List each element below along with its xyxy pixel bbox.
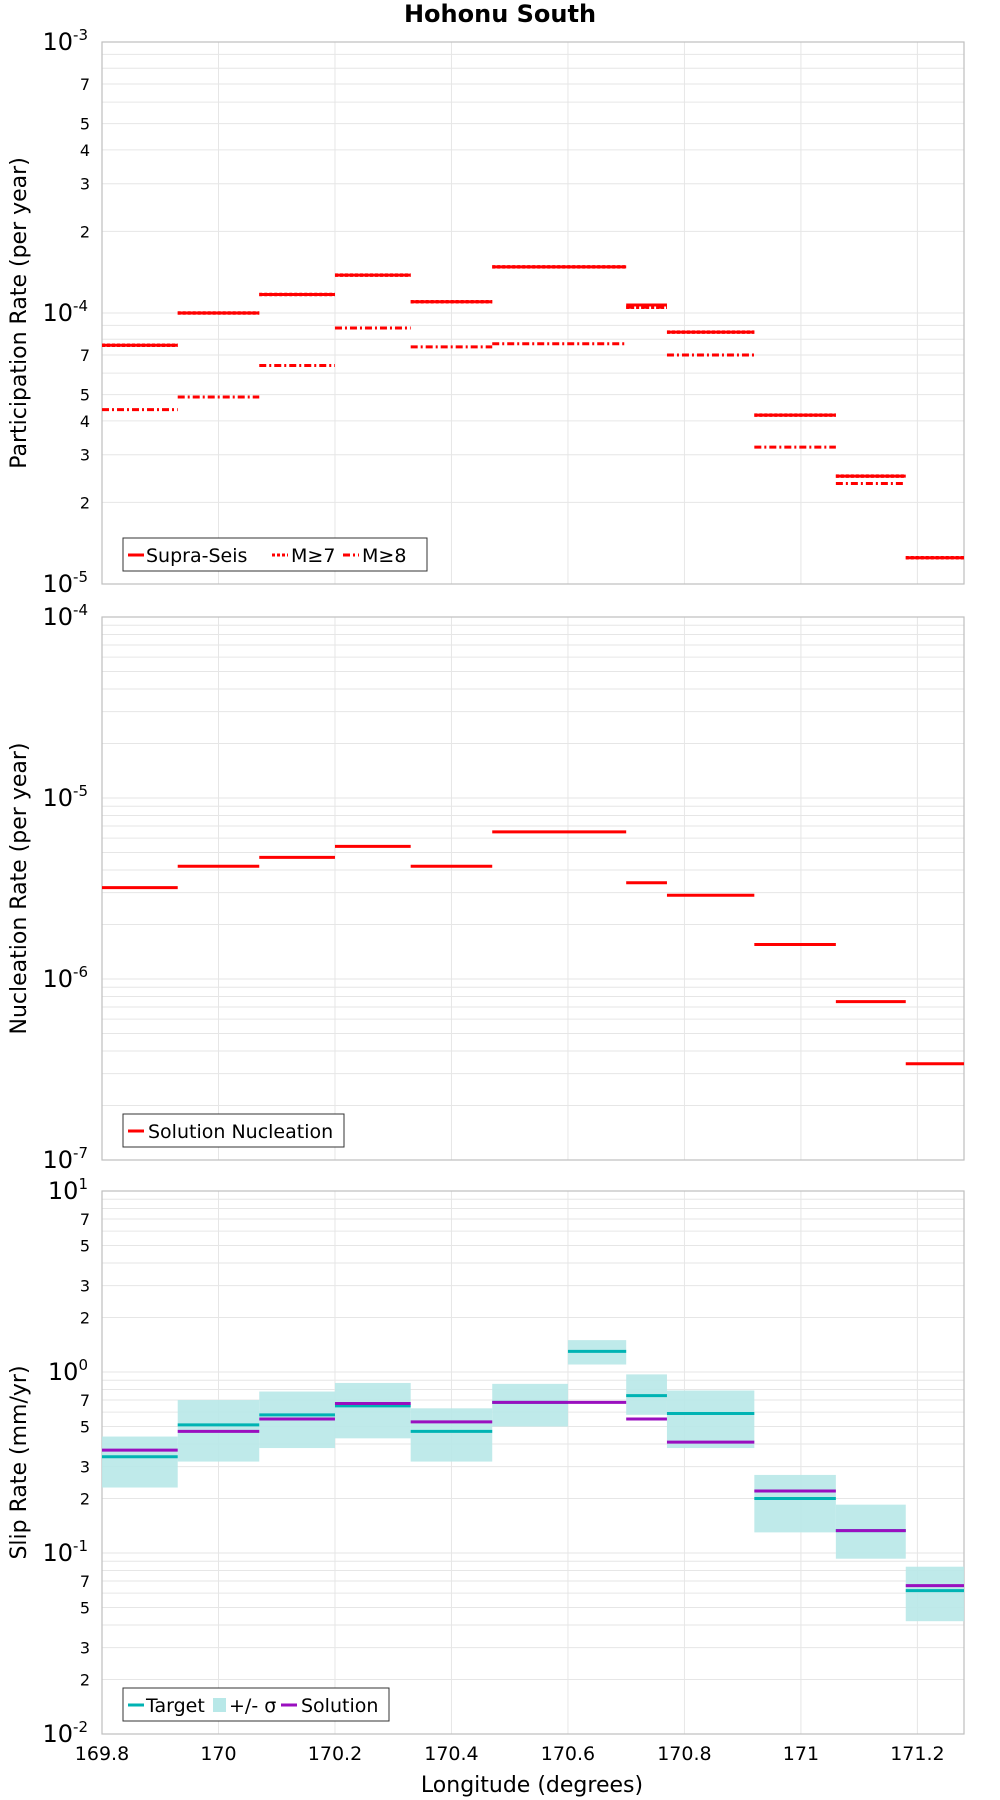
y-minor-tick-label: 5 xyxy=(80,386,90,405)
sigma-band xyxy=(666,1390,755,1449)
sigma-band xyxy=(334,1382,411,1439)
y-minor-tick-label: 5 xyxy=(80,1236,90,1255)
legend-swatch xyxy=(213,1698,226,1712)
y-tick-label: 10-5 xyxy=(42,568,88,598)
legend-box xyxy=(122,1113,345,1148)
x-tick-label: 169.8 xyxy=(75,1743,129,1765)
legend: Solution Nucleation xyxy=(122,1113,345,1148)
y-minor-tick-label: 2 xyxy=(80,493,90,512)
legend-label: Solution xyxy=(301,1695,378,1717)
sigma-band xyxy=(754,1474,836,1533)
y-tick-label: 10-7 xyxy=(42,1144,88,1174)
y-tick-label: 10-3 xyxy=(42,26,88,56)
y-tick-label: 10-2 xyxy=(42,1718,88,1748)
participation-rate-panel: 10-5 10-4 10-3 2 3 4 5 7 2 3 4 5 7 Participation Rate… xyxy=(7,26,965,598)
sigma-band xyxy=(102,1436,178,1488)
legend-label: Target xyxy=(145,1695,205,1717)
plot-frame xyxy=(101,1190,965,1735)
x-tick-label: 171.2 xyxy=(890,1743,944,1765)
y-axis-label: Participation Rate (per year) xyxy=(7,157,32,469)
sigma-band xyxy=(492,1383,568,1427)
y-tick-label: 10-4 xyxy=(42,297,88,327)
y-minor-tick-label: 5 xyxy=(80,1417,90,1436)
y-minor-tick-label: 4 xyxy=(80,141,90,160)
sigma-band xyxy=(905,1566,964,1622)
x-tick-label: 170.6 xyxy=(541,1743,595,1765)
legend-label: M≥7 xyxy=(291,545,335,567)
y-minor-tick-label: 5 xyxy=(80,1598,90,1617)
legend: Supra-Seis M≥7 M≥8 xyxy=(122,537,428,572)
y-minor-tick-label: 3 xyxy=(80,1458,90,1477)
y-minor-tick-label: 4 xyxy=(80,412,90,431)
plot-frame xyxy=(101,41,965,585)
sigma-band xyxy=(410,1408,493,1462)
y-minor-tick-label: 2 xyxy=(80,1490,90,1509)
legend: Target +/- σ Solution xyxy=(122,1687,390,1722)
x-tick-label: 170.8 xyxy=(657,1743,711,1765)
y-tick-label: 10-5 xyxy=(42,782,88,812)
y-minor-tick-label: 7 xyxy=(80,1391,90,1410)
y-tick-label: 10-4 xyxy=(42,601,88,631)
y-minor-tick-label: 5 xyxy=(80,115,90,134)
y-minor-tick-label: 3 xyxy=(80,175,90,194)
y-minor-tick-label: 3 xyxy=(80,1277,90,1296)
slip-rate-panel: 10-2 10-1 100 101 2 3 5 7 2 3 5 7 2 3 5 7 Slip Rate (mm/… xyxy=(7,1175,965,1765)
y-minor-tick-label: 7 xyxy=(80,75,90,94)
legend-label: +/- σ xyxy=(229,1695,276,1717)
legend-label: Supra-Seis xyxy=(146,545,247,567)
legend-box xyxy=(122,1687,390,1722)
x-axis-label: Longitude (degrees) xyxy=(421,1773,643,1798)
y-minor-tick-label: 7 xyxy=(80,1210,90,1229)
y-tick-label: 101 xyxy=(48,1175,88,1205)
plot-frame xyxy=(101,616,965,1161)
x-tick-label: 171 xyxy=(783,1743,819,1765)
x-tick-label: 170.4 xyxy=(424,1743,478,1765)
y-axis-label: Slip Rate (mm/yr) xyxy=(7,1365,32,1559)
y-tick-label: 10-6 xyxy=(42,963,88,993)
y-minor-tick-label: 3 xyxy=(80,446,90,465)
y-minor-tick-label: 2 xyxy=(80,1671,90,1690)
y-minor-tick-label: 2 xyxy=(80,1309,90,1328)
legend-label: Solution Nucleation xyxy=(148,1121,333,1143)
y-minor-tick-label: 3 xyxy=(80,1639,90,1658)
y-tick-label: 100 xyxy=(48,1356,88,1386)
y-minor-tick-label: 2 xyxy=(80,222,90,241)
y-tick-label: 10-1 xyxy=(42,1537,88,1567)
y-minor-tick-label: 7 xyxy=(80,1572,90,1591)
y-minor-tick-label: 7 xyxy=(80,346,90,365)
x-tick-label: 170 xyxy=(200,1743,236,1765)
y-axis-label: Nucleation Rate (per year) xyxy=(7,743,32,1035)
chart-title: Hohonu South xyxy=(404,0,596,28)
x-tick-label: 170.2 xyxy=(308,1743,362,1765)
nucleation-rate-panel: 10-7 10-6 10-5 10-4 Nucleation Rate (per yea… xyxy=(7,601,965,1174)
legend-label: M≥8 xyxy=(362,545,406,567)
